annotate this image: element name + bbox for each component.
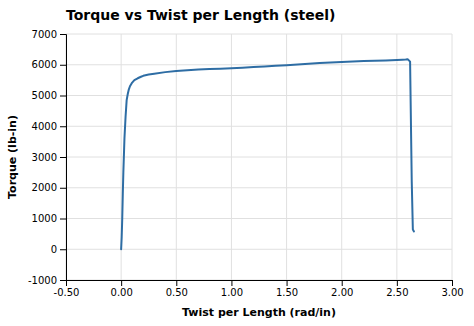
y-axis: -1000 0 1000 2000 3000 4000 5000 6000 7000 bbox=[28, 29, 67, 286]
x-axis-tick-mark bbox=[397, 280, 398, 286]
y-axis-tick-label: 4000 bbox=[32, 121, 57, 132]
y-axis-tick-label: 0 bbox=[51, 244, 57, 255]
y-axis-tick: 7000 bbox=[32, 29, 66, 40]
y-axis-tick-mark bbox=[60, 65, 66, 66]
x-axis-tick: -0.50 bbox=[54, 280, 80, 298]
x-axis-tick: 1.00 bbox=[221, 280, 243, 298]
x-axis-tick-label: 2.50 bbox=[386, 287, 408, 298]
grid-line-y bbox=[66, 95, 452, 96]
y-axis-tick: -1000 bbox=[28, 275, 66, 286]
y-axis-line bbox=[60, 35, 67, 281]
x-axis-tick-label: 2.00 bbox=[331, 287, 353, 298]
y-axis-tick: 1000 bbox=[32, 213, 66, 224]
grid-line-y bbox=[66, 34, 452, 35]
y-axis-tick-label: -1000 bbox=[28, 275, 57, 286]
x-axis-tick-label: 0.50 bbox=[166, 287, 188, 298]
line bbox=[121, 59, 414, 249]
y-axis-tick-mark bbox=[60, 249, 66, 250]
x-axis-tick: 3.00 bbox=[441, 280, 463, 298]
y-axis-tick-label: 5000 bbox=[32, 90, 57, 101]
y-axis-title: Torque (lb-in) bbox=[6, 115, 19, 199]
y-axis-tick: 2000 bbox=[32, 182, 66, 193]
x-axis-tick-mark bbox=[231, 280, 232, 286]
y-axis-tick-mark bbox=[60, 126, 66, 127]
x-axis-tick-mark bbox=[342, 280, 343, 286]
x-axis-title: Twist per Length (rad/in) bbox=[182, 306, 336, 319]
x-axis-tick-label: -0.50 bbox=[54, 287, 80, 298]
y-axis-tick-label: 6000 bbox=[32, 59, 57, 70]
y-axis-tick-label: 7000 bbox=[32, 29, 57, 40]
y-axis-tick-mark bbox=[60, 96, 66, 97]
x-axis-tick: 1.50 bbox=[276, 280, 298, 298]
x-axis-tick-mark bbox=[176, 280, 177, 286]
y-axis-tick: 3000 bbox=[32, 152, 66, 163]
y-axis-tick: 6000 bbox=[32, 59, 66, 70]
y-axis-tick: 0 bbox=[51, 244, 66, 255]
marks bbox=[121, 59, 414, 249]
y-axis-tick: 5000 bbox=[32, 90, 66, 101]
x-axis-tick-mark bbox=[121, 280, 122, 286]
grid-line-y bbox=[66, 218, 452, 219]
grid-line-y bbox=[66, 64, 452, 65]
x-axis-tick-label: 1.50 bbox=[276, 287, 298, 298]
grid bbox=[66, 34, 452, 280]
x-axis-tick: 0.00 bbox=[111, 280, 133, 298]
y-axis-tick-mark bbox=[60, 157, 66, 158]
plot: -0.50 0.00 0.50 1.00 1.50 2.00 2.50 3.00 -1000 0 1… bbox=[28, 29, 464, 298]
title: Torque vs Twist per Length (steel) bbox=[66, 7, 335, 23]
x-axis: -0.50 0.00 0.50 1.00 1.50 2.00 2.50 3.00 bbox=[54, 280, 464, 298]
x-axis-tick-mark bbox=[452, 280, 453, 286]
x-axis-tick-label: 3.00 bbox=[441, 287, 463, 298]
x-axis-tick-mark bbox=[287, 280, 288, 286]
y-axis-tick-mark bbox=[60, 219, 66, 220]
x-axis-tick-label: 0.00 bbox=[111, 287, 133, 298]
y-axis-tick-label: 1000 bbox=[32, 213, 57, 224]
x-axis-tick-label: 1.00 bbox=[221, 287, 243, 298]
y-axis-tick: 4000 bbox=[32, 121, 66, 132]
chart: -0.50 0.00 0.50 1.00 1.50 2.00 2.50 3.00 -1000 0 1… bbox=[0, 0, 474, 326]
y-axis-tick-label: 3000 bbox=[32, 152, 57, 163]
y-axis-tick-mark bbox=[60, 280, 66, 281]
grid-line-y bbox=[66, 126, 452, 127]
x-axis-tick: 0.50 bbox=[166, 280, 188, 298]
y-axis-tick-mark bbox=[60, 34, 66, 35]
x-axis-tick: 2.50 bbox=[386, 280, 408, 298]
y-axis-tick-mark bbox=[60, 188, 66, 189]
y-axis-tick-label: 2000 bbox=[32, 182, 57, 193]
x-axis-line bbox=[67, 281, 453, 287]
x-axis-tick: 2.00 bbox=[331, 280, 353, 298]
grid-line-y bbox=[66, 249, 452, 250]
